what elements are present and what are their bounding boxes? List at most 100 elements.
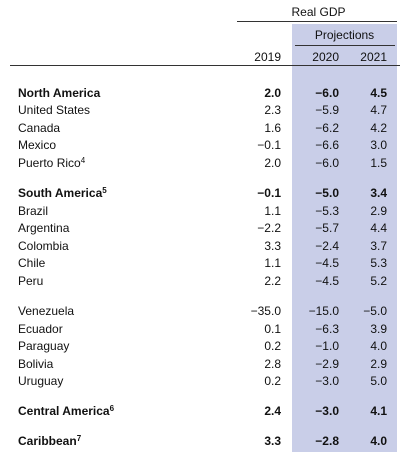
row-name: Canada — [18, 120, 61, 135]
rule — [295, 45, 395, 46]
row-label: Uruguay — [18, 374, 63, 388]
row-name: Peru — [18, 274, 44, 288]
cell: −5.9 — [315, 103, 339, 118]
row-name: Ecuador — [18, 321, 63, 336]
cell: −5.3 — [315, 203, 339, 218]
cell: −5.7 — [315, 221, 339, 236]
cell: −2.8 — [315, 434, 339, 449]
row-label: Argentina — [18, 221, 69, 235]
row-label: United States — [18, 103, 90, 117]
cell: 5.2 — [370, 274, 387, 288]
row-label: Colombia — [18, 239, 69, 253]
row-name: Paraguay — [18, 339, 70, 354]
cell: 3.3 — [264, 238, 281, 253]
cell: −2.2 — [257, 221, 281, 236]
cell: 5.3 — [370, 256, 387, 271]
cell: 1.1 — [264, 256, 281, 271]
row-name: South America — [18, 186, 103, 200]
cell: 4.4 — [370, 221, 387, 236]
cell: −15.0 — [308, 304, 339, 318]
cell: 2.0 — [264, 156, 281, 170]
year-header: 2021 — [360, 50, 387, 64]
cell: −4.5 — [315, 274, 339, 288]
cell: −35.0 — [250, 304, 281, 318]
cell: 2.0 — [264, 85, 281, 100]
cell: −0.1 — [257, 186, 281, 200]
footnote: 5 — [102, 186, 107, 195]
row-label: South America5 — [18, 186, 107, 200]
cell: 3.3 — [264, 434, 281, 449]
cell: −5.0 — [315, 186, 339, 200]
cell: 2.9 — [370, 356, 387, 371]
row-name: Caribbean — [18, 434, 77, 449]
year-header: 2019 — [254, 50, 281, 64]
cell: −6.3 — [315, 321, 339, 336]
cell: −4.5 — [315, 256, 339, 271]
cell: −5.0 — [363, 304, 387, 318]
cell: −3.0 — [315, 404, 339, 419]
cell: 2.8 — [264, 356, 281, 371]
row-name: Colombia — [18, 238, 69, 253]
row-name: Central America — [18, 404, 110, 419]
cell: 0.2 — [264, 339, 281, 354]
row-label: North America — [18, 86, 100, 100]
row-label: Peru — [18, 274, 43, 288]
cell: 1.1 — [264, 203, 281, 218]
row-label: Ecuador — [18, 322, 63, 336]
cell: 4.1 — [370, 404, 387, 419]
cell: 2.9 — [370, 203, 387, 218]
row-name: Bolivia — [18, 356, 54, 371]
row-label: Bolivia — [18, 357, 53, 371]
table-title: Real GDP — [291, 5, 346, 19]
cell: −0.1 — [257, 138, 281, 153]
cell: −3.0 — [315, 374, 339, 389]
row-name: Argentina — [18, 221, 70, 236]
cell: 2.2 — [264, 274, 281, 288]
row-label: Canada — [18, 121, 60, 135]
cell: 3.0 — [370, 138, 387, 153]
cell: −2.4 — [315, 238, 339, 253]
row-name: Venezuela — [18, 304, 75, 318]
row-label: Chile — [18, 256, 45, 270]
cell: 1.6 — [264, 120, 281, 135]
row-name: Mexico — [18, 138, 57, 153]
row-label: Paraguay — [18, 339, 69, 353]
projection-shade — [292, 24, 397, 452]
cell: 5.0 — [370, 374, 387, 389]
cell: −6.0 — [315, 85, 339, 100]
row-label: Central America6 — [18, 404, 114, 418]
cell: 4.7 — [370, 103, 387, 118]
cell: −6.6 — [315, 138, 339, 153]
cell: 2.4 — [264, 404, 281, 419]
cell: −6.2 — [315, 120, 339, 135]
footnote: 6 — [109, 404, 115, 414]
cell: 4.2 — [370, 120, 387, 135]
cell: −6.0 — [315, 156, 339, 170]
cell: 3.4 — [370, 186, 387, 200]
footnote: 4 — [80, 156, 86, 165]
cell: 3.7 — [370, 238, 387, 253]
rule — [10, 65, 400, 66]
row-label: Mexico — [18, 138, 56, 152]
row-label: Caribbean7 — [18, 434, 81, 448]
row-name: Uruguay — [18, 374, 64, 389]
cell: −1.0 — [315, 339, 339, 354]
row-name: Brazil — [18, 203, 49, 218]
cell: 4.0 — [370, 339, 387, 354]
row-name: North America — [18, 85, 101, 100]
year-header: 2020 — [312, 50, 339, 64]
cell: 0.2 — [264, 374, 281, 389]
rule — [237, 21, 397, 22]
subtitle: Projections — [314, 28, 375, 42]
cell: 0.1 — [264, 321, 281, 336]
cell: 3.9 — [370, 321, 387, 336]
row-name: Chile — [18, 256, 46, 271]
cell: 1.5 — [370, 156, 387, 170]
row-name: United States — [18, 103, 91, 118]
row-label: Brazil — [18, 204, 48, 218]
row-name: Puerto Rico — [18, 156, 81, 170]
cell: 2.3 — [264, 103, 281, 118]
footnote: 7 — [76, 434, 82, 444]
cell: 4.5 — [370, 85, 387, 100]
